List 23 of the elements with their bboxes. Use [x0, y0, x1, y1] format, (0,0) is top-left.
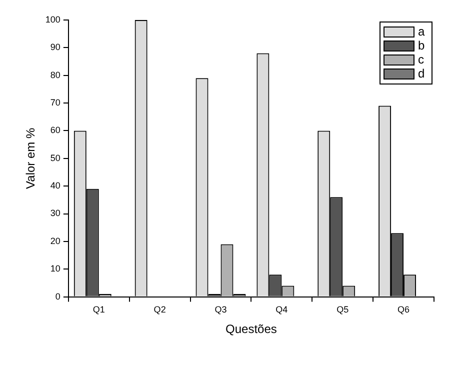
- x-axis-title: Questões: [226, 322, 277, 336]
- y-tick-label: 40: [50, 180, 60, 191]
- y-tick-label: 90: [50, 42, 60, 52]
- x-tick-label: Q4: [276, 304, 288, 315]
- y-tick-label: 60: [50, 125, 60, 136]
- x-tick-label: Q3: [214, 304, 227, 315]
- legend-label: d: [418, 66, 425, 80]
- x-tick-label: Q1: [92, 304, 105, 315]
- y-axis-title: Valor em %: [24, 128, 38, 189]
- y-tick-label: 10: [50, 264, 60, 274]
- y-tick-label: 70: [50, 98, 60, 108]
- x-tick-label: Q6: [398, 304, 410, 315]
- x-tick-label: Q5: [336, 304, 349, 315]
- legend-label: c: [418, 52, 424, 66]
- y-tick-label: 100: [45, 14, 60, 24]
- y-tick-label: 20: [50, 236, 60, 246]
- y-tick-label: 80: [50, 70, 60, 80]
- legend-label: a: [418, 24, 425, 38]
- x-tick-label: Q2: [154, 304, 166, 315]
- y-tick-label: 50: [50, 152, 60, 163]
- y-tick-label: 0: [55, 291, 60, 302]
- legend-label: b: [418, 38, 425, 52]
- y-tick-label: 30: [50, 208, 60, 218]
